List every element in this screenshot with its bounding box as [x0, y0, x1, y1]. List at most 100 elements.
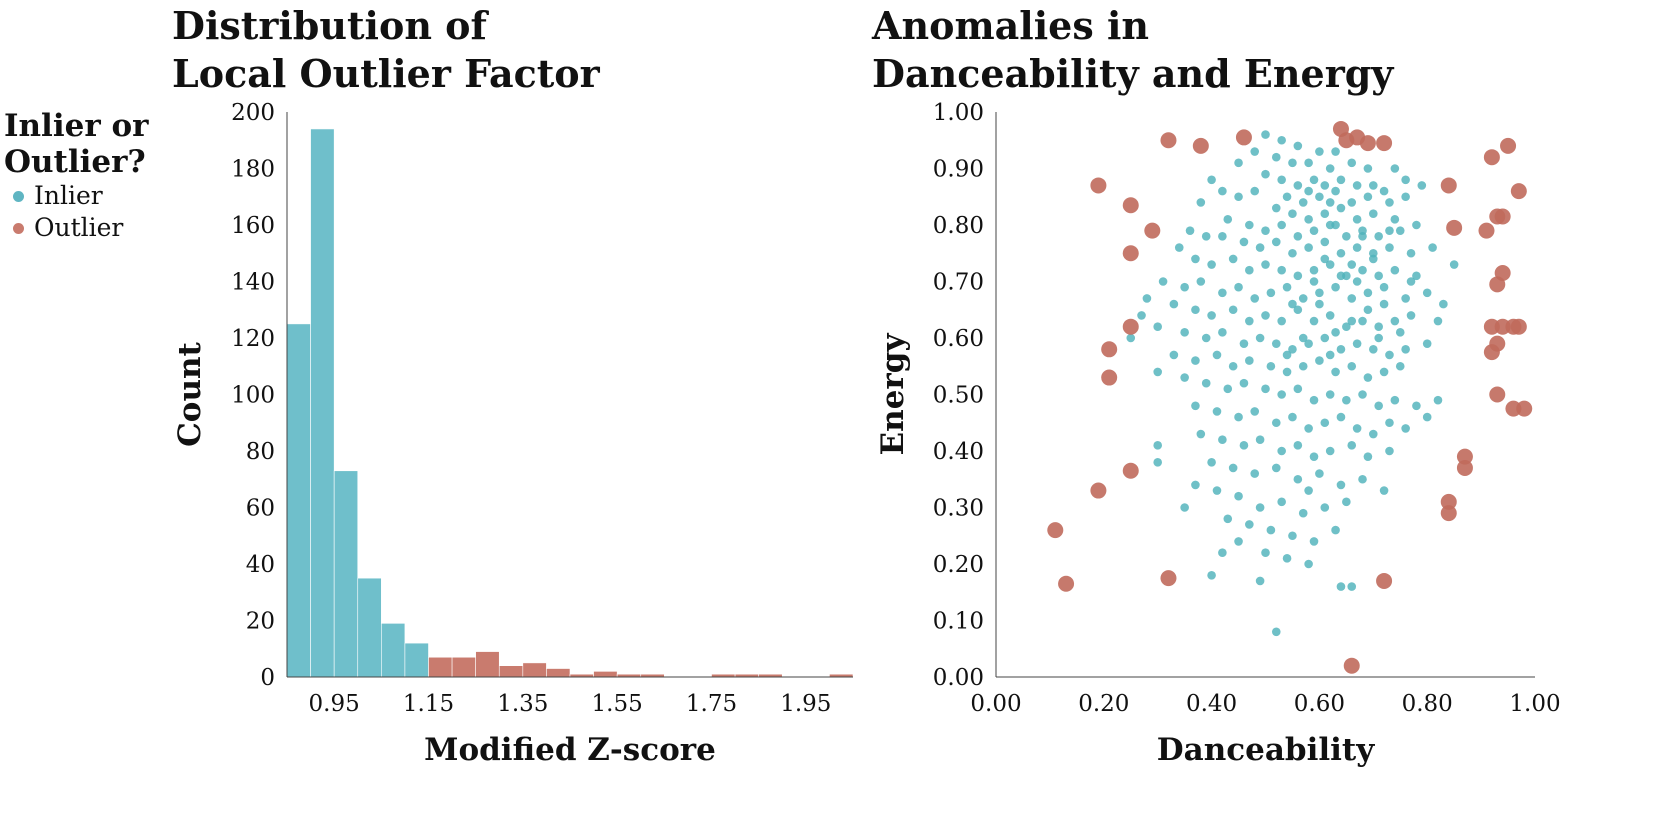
- inlier-point: [1412, 220, 1421, 230]
- inlier-point: [1363, 373, 1373, 382]
- histogram-bar: [404, 642, 429, 678]
- inlier-point: [1315, 288, 1324, 298]
- inlier-point: [1298, 361, 1308, 371]
- histogram-title: Distribution of Local Outlier Factor: [172, 2, 600, 98]
- inlier-point: [1245, 356, 1254, 365]
- inlier-point: [1325, 311, 1335, 320]
- inlier-point: [1180, 328, 1189, 337]
- inlier-point: [1374, 401, 1383, 411]
- histogram-y-tick-label: 20: [246, 609, 275, 635]
- inlier-point: [1245, 316, 1254, 326]
- inlier-point: [1158, 277, 1168, 286]
- outlier-point: [1338, 132, 1355, 149]
- histogram-bar: [310, 128, 335, 678]
- histogram-x-tick-label: 1.15: [403, 691, 454, 717]
- outlier-point: [1122, 197, 1139, 214]
- inlier-point: [1191, 480, 1200, 490]
- inlier-point: [1288, 248, 1297, 258]
- histogram-bar: [286, 323, 311, 678]
- inlier-point: [1191, 401, 1200, 411]
- inlier-point: [1239, 339, 1249, 348]
- inlier-point: [1245, 265, 1254, 275]
- inlier-point: [1234, 412, 1243, 422]
- scatter-x-axis-label: Danceability: [1157, 732, 1376, 768]
- inlier-point: [1309, 395, 1319, 405]
- inlier-point: [1347, 582, 1357, 591]
- histogram-y-tick-label: 120: [231, 326, 275, 352]
- inlier-point: [1180, 282, 1189, 292]
- inlier-point: [1255, 435, 1265, 445]
- inlier-point: [1293, 141, 1303, 151]
- inlier-point: [1282, 350, 1292, 360]
- inlier-point: [1422, 412, 1432, 422]
- inlier-point: [1266, 525, 1276, 535]
- inlier-point: [1153, 441, 1162, 450]
- inlier-point: [1369, 254, 1378, 264]
- outlier-point: [1101, 341, 1118, 358]
- scatter-y-tick-label: 0.30: [933, 496, 984, 522]
- legend-inlier-marker: [13, 190, 24, 202]
- inlier-point: [1261, 548, 1270, 557]
- inlier-point: [1320, 503, 1330, 512]
- inlier-point: [1218, 328, 1227, 337]
- legend: Inlier or Outlier? Inlier Outlier: [4, 108, 148, 244]
- inlier-point: [1277, 446, 1286, 456]
- inlier-point: [1153, 458, 1162, 467]
- outlier-point: [1122, 245, 1139, 262]
- inlier-point: [1320, 237, 1330, 247]
- scatter-x-tick-label: 0.00: [970, 691, 1021, 717]
- inlier-point: [1228, 463, 1238, 473]
- inlier-point: [1304, 424, 1313, 433]
- inlier-point: [1331, 525, 1340, 535]
- inlier-point: [1369, 429, 1378, 439]
- inlier-point: [1309, 277, 1319, 286]
- inlier-point: [1277, 220, 1286, 230]
- inlier-point: [1352, 181, 1362, 190]
- inlier-point: [1212, 350, 1222, 360]
- outlier-point: [1144, 222, 1161, 239]
- inlier-point: [1271, 152, 1281, 162]
- histogram-bar: [333, 470, 359, 678]
- inlier-point: [1358, 316, 1367, 326]
- scatter-y-tick-label: 0.40: [933, 439, 984, 465]
- inlier-point: [1336, 582, 1346, 591]
- inlier-point: [1374, 271, 1383, 281]
- inlier-point: [1358, 265, 1367, 275]
- inlier-point: [1379, 486, 1389, 495]
- inlier-point: [1331, 186, 1340, 196]
- inlier-point: [1288, 345, 1297, 354]
- inlier-point: [1325, 198, 1335, 207]
- inlier-point: [1401, 192, 1410, 202]
- outlier-point: [1359, 135, 1376, 152]
- outlier-point: [1500, 137, 1517, 154]
- outlier-point: [1440, 505, 1457, 522]
- inlier-point: [1385, 446, 1394, 456]
- histogram-x-tick-label: 1.95: [780, 691, 831, 717]
- inlier-point: [1255, 576, 1265, 586]
- inlier-point: [1207, 571, 1216, 580]
- inlier-point: [1277, 497, 1286, 507]
- inlier-point: [1261, 226, 1270, 235]
- inlier-point: [1369, 181, 1378, 190]
- inlier-point: [1390, 215, 1400, 224]
- outlier-point: [1376, 135, 1393, 152]
- scatter-y-tick-label: 0.80: [933, 213, 984, 239]
- scatter-x-tick-label: 0.40: [1186, 691, 1237, 717]
- inlier-point: [1288, 531, 1297, 541]
- outlier-point: [1489, 276, 1506, 293]
- inlier-point: [1358, 474, 1367, 484]
- outlier-point: [1456, 448, 1473, 465]
- inlier-point: [1293, 232, 1303, 241]
- outlier-point: [1090, 177, 1107, 194]
- inlier-point: [1288, 158, 1297, 168]
- inlier-point: [1433, 395, 1443, 405]
- inlier-point: [1395, 361, 1405, 371]
- histogram-bar: [546, 668, 571, 678]
- inlier-point: [1363, 452, 1373, 461]
- scatter-y-tick-label: 0.60: [933, 326, 984, 352]
- inlier-point: [1352, 339, 1362, 348]
- outlier-point: [1478, 222, 1495, 239]
- inlier-point: [1288, 299, 1297, 309]
- inlier-point: [1401, 175, 1410, 185]
